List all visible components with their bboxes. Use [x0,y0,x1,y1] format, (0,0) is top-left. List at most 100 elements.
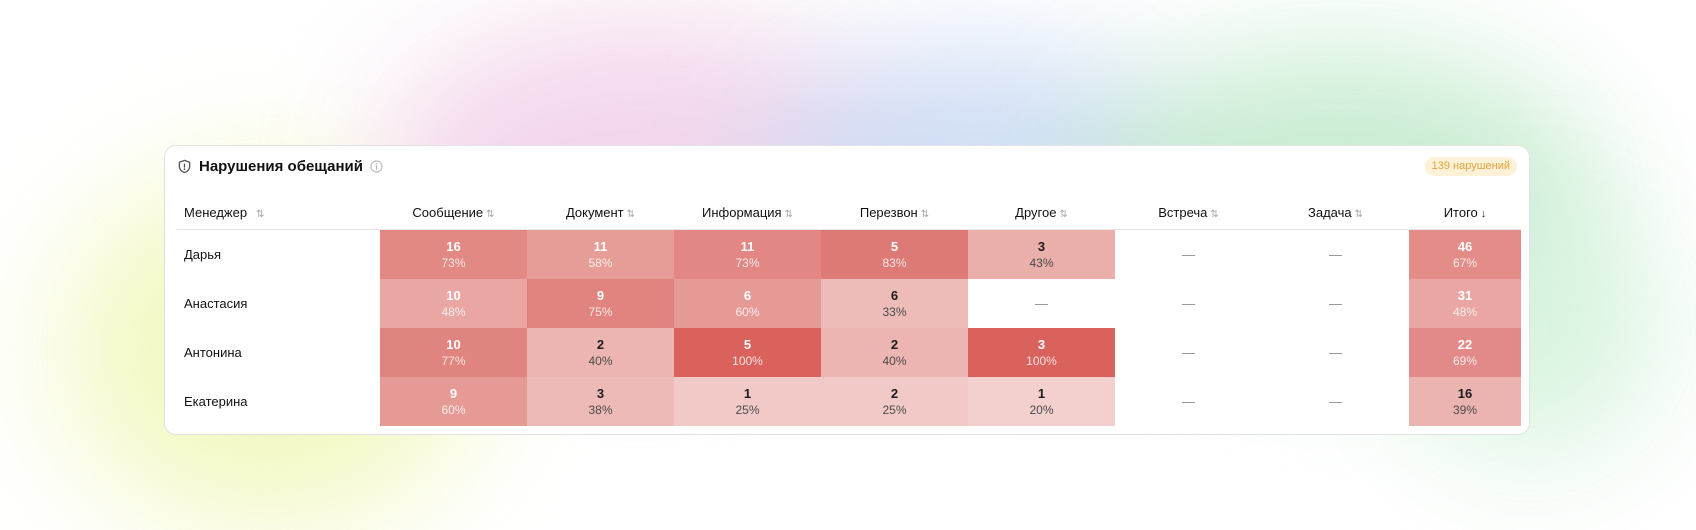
heat-cell: 1 20% [968,377,1115,426]
violation-count: 16 [446,238,461,254]
empty-cell: — [1262,328,1409,377]
violation-count: 10 [446,336,461,352]
manager-name: Антонина [184,345,242,360]
violation-percent: 38% [588,402,613,417]
sort-both-icon[interactable]: ⇅ [626,209,636,220]
violation-percent: 60% [441,402,466,417]
empty-dash: — [1182,344,1195,360]
column-header-label: Информация [702,205,782,220]
heat-cell: 5 100% [674,328,821,377]
violation-percent: 69% [1452,353,1478,368]
sort-both-icon[interactable]: ⇅ [1210,209,1219,220]
column-header-col-6[interactable]: Встреча ⇅ [1115,196,1262,230]
violation-count: 16 [1457,385,1473,401]
heat-cell: 31 48% [1409,279,1521,328]
heat-cell: 16 73% [380,229,527,279]
empty-cell: — [1262,230,1409,280]
violation-count: 2 [890,336,899,352]
heat-cell: 2 40% [527,328,674,377]
violation-count: 22 [1457,336,1473,352]
column-header-col-4[interactable]: Перезвон ⇅ [821,196,968,230]
column-header-label: Другое [1015,205,1057,220]
sort-both-icon[interactable]: ⇅ [1059,209,1068,220]
column-header-label: Задача [1307,205,1352,220]
empty-cell: — [968,279,1115,328]
column-header-col-7[interactable]: Задача ⇅ [1262,196,1409,230]
column-header-col-2[interactable]: Документ ⇅ [527,196,674,230]
heat-cell: 3 100% [968,328,1115,377]
manager-name: Дарья [184,247,222,262]
violation-percent: 25% [735,402,760,417]
heat-cell: 6 60% [674,279,821,328]
heat-cell: 5 83% [821,229,968,279]
violation-percent: 39% [1452,402,1478,417]
violation-count: 11 [593,238,608,254]
heat-cell: 16 39% [1409,377,1521,426]
violation-count: 1 [1037,385,1046,401]
column-header-col-1[interactable]: Сообщение ⇅ [380,196,527,230]
violation-count: 2 [890,385,899,401]
table-header-row: Менеджер ⇅ Сообщение ⇅ Документ ⇅ Информация ⇅ П… [177,196,1521,230]
manager-name: Екатерина [184,394,248,409]
column-header-label: Сообщение [412,205,484,220]
violation-percent: 73% [735,255,760,270]
violation-count: 3 [1037,336,1046,352]
heat-cell: 6 33% [821,279,968,328]
violation-count: 9 [596,287,605,303]
table-row[interactable]: Дарья 16 73% 11 58% 11 73% 5 83% 3 43% — —46 67% [177,229,1521,280]
empty-dash: — [1329,393,1342,409]
violation-count: 46 [1457,238,1473,254]
violations-count-badge: 139 нарушений [1424,156,1517,176]
violation-percent: 77% [441,353,466,368]
sort-both-icon[interactable]: ⇅ [486,209,495,220]
violation-percent: 25% [882,402,907,417]
sort-desc-icon[interactable]: ↓ [1480,208,1487,220]
violation-percent: 48% [1452,304,1478,319]
violation-count: 5 [890,238,899,254]
table-row[interactable]: Анастасия 10 48% 9 75% 6 60% 6 33% — — —31 48% [177,279,1521,328]
violation-percent: 48% [441,304,466,319]
violation-count: 6 [743,287,752,303]
violation-percent: 40% [882,353,907,368]
table-row[interactable]: Антонина 10 77% 2 40% 5 100% 2 40% 3 100% — —22 69% [177,328,1521,377]
column-header-label: Перезвон [859,205,918,220]
column-header-label: Документ [565,205,624,220]
violation-count: 11 [740,238,755,254]
empty-cell: — [1262,377,1409,426]
sort-both-icon[interactable]: ⇅ [784,209,793,220]
violation-count: 6 [890,287,899,303]
sort-both-icon[interactable]: ⇅ [256,209,265,220]
promise-violations-card: Нарушения обещаний 139 нарушений Менедже… [164,145,1530,435]
heat-cell: 22 69% [1409,328,1521,377]
heat-cell: 11 58% [527,229,674,279]
sort-both-icon[interactable]: ⇅ [1354,209,1363,220]
column-header-col-5[interactable]: Другое ⇅ [968,196,1115,230]
card-header: Нарушения обещаний 139 нарушений [177,154,1517,178]
column-header-label: Встреча [1158,205,1208,220]
empty-cell: — [1262,279,1409,328]
table-row[interactable]: Екатерина 9 60% 3 38% 1 25% 2 25% 1 20% — —16 39% [177,377,1521,426]
violation-count: 1 [743,385,752,401]
empty-dash: — [1182,246,1195,262]
violation-count: 31 [1457,287,1473,303]
empty-dash: — [1329,295,1342,311]
heat-cell: 10 77% [380,328,527,377]
heat-cell: 10 48% [380,279,527,328]
empty-dash: — [1182,393,1195,409]
empty-dash: — [1329,344,1342,360]
column-header-label: Итого [1443,205,1478,220]
violation-percent: 58% [588,255,613,270]
column-header-col-8[interactable]: Итого ↓ [1409,196,1521,230]
violation-percent: 60% [735,304,760,319]
info-icon[interactable] [370,159,383,173]
shield-icon [178,159,191,173]
sort-both-icon[interactable]: ⇅ [920,209,930,220]
violation-percent: 100% [1026,353,1057,368]
violation-count: 9 [449,385,458,401]
column-header-col-3[interactable]: Информация ⇅ [674,196,821,230]
violation-percent: 67% [1452,255,1478,270]
violation-count: 3 [596,385,605,401]
column-header-col-0[interactable]: Менеджер ⇅ [177,196,380,230]
empty-dash: — [1182,295,1195,311]
heat-cell: 2 40% [821,328,968,377]
